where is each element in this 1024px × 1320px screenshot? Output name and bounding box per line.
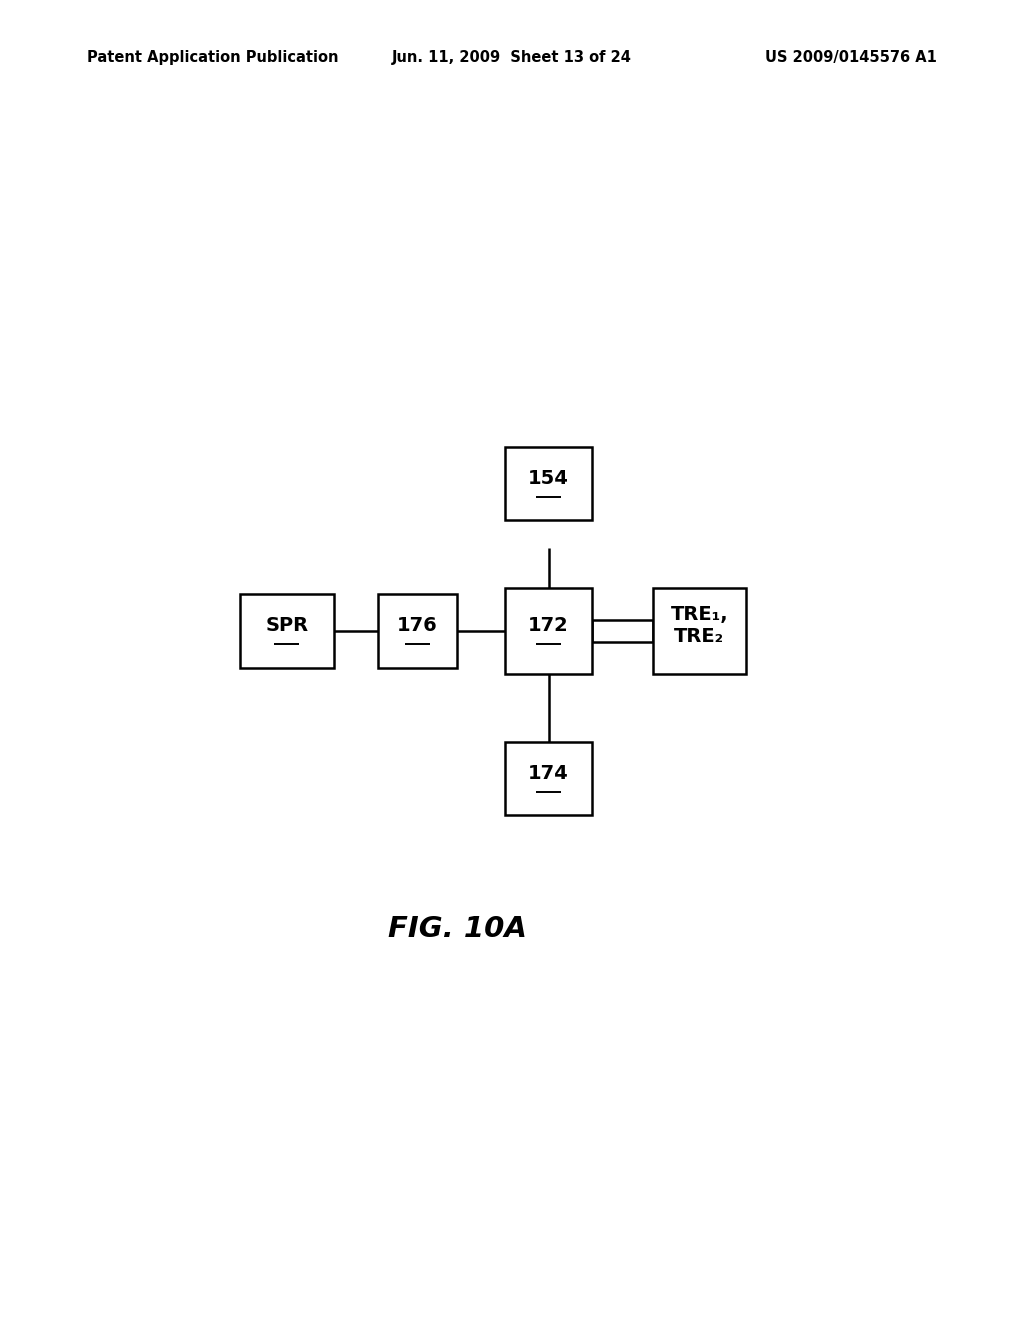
Bar bbox=[505, 742, 592, 814]
Text: 176: 176 bbox=[397, 616, 438, 635]
Bar bbox=[505, 447, 592, 520]
Text: TRE₁,
TRE₂: TRE₁, TRE₂ bbox=[671, 606, 728, 647]
Text: 172: 172 bbox=[528, 616, 569, 635]
Text: Jun. 11, 2009  Sheet 13 of 24: Jun. 11, 2009 Sheet 13 of 24 bbox=[392, 50, 632, 65]
Text: US 2009/0145576 A1: US 2009/0145576 A1 bbox=[765, 50, 937, 65]
Bar bbox=[240, 594, 334, 668]
Text: SPR: SPR bbox=[265, 616, 308, 635]
Text: FIG. 10A: FIG. 10A bbox=[388, 915, 526, 942]
Bar bbox=[505, 587, 592, 675]
Bar bbox=[652, 587, 746, 675]
Text: Patent Application Publication: Patent Application Publication bbox=[87, 50, 339, 65]
Bar bbox=[378, 594, 458, 668]
Text: 174: 174 bbox=[528, 764, 569, 783]
Text: 154: 154 bbox=[528, 469, 569, 488]
